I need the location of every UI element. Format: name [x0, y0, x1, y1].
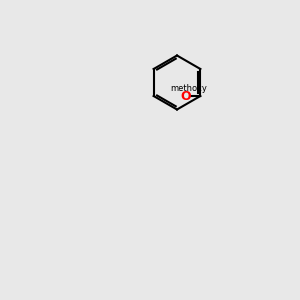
Text: methoxy: methoxy	[171, 84, 208, 93]
Text: O: O	[180, 89, 191, 103]
